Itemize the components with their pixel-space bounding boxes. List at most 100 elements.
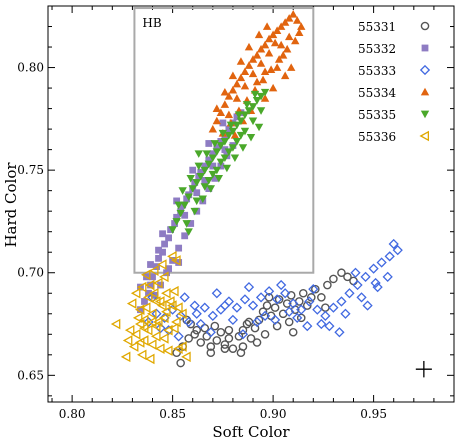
data-point-55332	[165, 234, 172, 242]
data-point-55335	[184, 193, 193, 202]
data-point-55336	[110, 318, 121, 330]
data-point-55333	[388, 238, 399, 250]
plot-area	[47, 5, 455, 403]
legend-label: 55333	[358, 64, 396, 78]
data-point-55333	[304, 296, 315, 307]
data-point-55335	[168, 226, 177, 234]
data-point-55335	[254, 123, 264, 132]
data-point-55332	[205, 140, 213, 147]
x-axis-label: Soft Color	[212, 423, 290, 441]
data-point-55331	[262, 301, 272, 310]
data-point-55335	[200, 166, 209, 175]
data-point-55334	[224, 92, 234, 100]
data-point-55332	[141, 298, 148, 305]
data-point-55333	[360, 271, 371, 282]
data-point-55336	[161, 287, 171, 299]
y-tick-label: 0.75	[17, 163, 44, 177]
data-point-55333	[189, 300, 200, 311]
data-point-55335	[234, 111, 244, 119]
data-point-55332	[213, 144, 221, 151]
data-point-55332	[217, 138, 225, 145]
data-point-55336	[136, 281, 147, 293]
x-tick-label: 0.85	[159, 407, 186, 421]
data-point-55334	[236, 57, 246, 65]
data-point-55334	[212, 104, 222, 112]
data-point-55333	[368, 263, 379, 274]
x-tick-label: 0.90	[260, 407, 287, 421]
data-point-55331	[311, 284, 320, 294]
data-point-55336	[146, 339, 157, 350]
hb-box: HB	[133, 7, 315, 274]
data-point-55331	[224, 334, 234, 343]
y-axis-label: Hard Color	[2, 162, 20, 248]
data-point-55334	[272, 26, 282, 34]
data-point-55335	[216, 142, 226, 150]
data-point-55335	[228, 144, 238, 152]
data-point-55331	[244, 317, 254, 327]
data-point-55332	[209, 150, 217, 158]
data-point-55336	[120, 351, 131, 363]
data-point-55335	[220, 154, 230, 163]
data-point-55335	[232, 121, 242, 130]
legend: 55331 55332 55333 55334 55335 55336	[358, 20, 431, 144]
data-point-55334	[228, 85, 238, 94]
data-point-55331	[228, 344, 238, 353]
data-point-55333	[384, 251, 395, 262]
data-point-55334	[284, 14, 294, 22]
legend-marker	[420, 110, 430, 119]
data-point-55333	[324, 320, 335, 332]
legend-label: 55336	[358, 130, 396, 144]
data-point-55333	[255, 292, 267, 303]
y-tick-label: 0.65	[17, 368, 44, 382]
data-point-55334	[248, 69, 258, 78]
data-point-55334	[220, 100, 230, 108]
data-point-55333	[370, 277, 381, 289]
data-point-55331	[284, 317, 294, 327]
data-point-55332	[201, 162, 209, 170]
data-point-55332	[219, 119, 227, 127]
data-point-55336	[148, 287, 159, 299]
data-point-55333	[284, 306, 295, 317]
data-point-55335	[252, 97, 262, 105]
data-point-55334	[297, 22, 306, 30]
data-point-55334	[286, 63, 296, 71]
data-point-55332	[145, 289, 152, 297]
data-point-55332	[165, 265, 172, 273]
data-point-55335	[222, 164, 232, 173]
data-point-55332	[181, 211, 189, 219]
data-point-55334	[252, 77, 262, 86]
data-point-55333	[231, 302, 243, 313]
data-point-55331	[224, 325, 234, 335]
data-point-55333	[340, 308, 351, 319]
data-point-55336	[138, 322, 149, 334]
data-point-55335	[208, 170, 218, 179]
data-point-55335	[246, 133, 256, 142]
data-point-55331	[343, 272, 352, 282]
data-point-55333	[312, 304, 323, 315]
data-point-55333	[195, 318, 206, 330]
data-point-55332	[171, 220, 179, 227]
data-point-55335	[200, 183, 209, 191]
data-point-55333	[350, 267, 361, 278]
data-point-55333	[183, 316, 194, 328]
data-point-55333	[344, 288, 355, 299]
data-point-55334	[280, 71, 290, 80]
data-point-55334	[244, 42, 254, 51]
data-point-55332	[155, 246, 162, 254]
data-point-55334	[264, 48, 274, 57]
data-point-55336	[167, 300, 177, 311]
data-point-55336	[134, 318, 145, 330]
data-point-55334	[208, 124, 218, 133]
data-point-55335	[256, 92, 266, 101]
data-point-55331	[258, 307, 268, 317]
data-point-55335	[194, 150, 203, 158]
data-point-55336	[130, 287, 141, 299]
data-point-55335	[204, 177, 213, 185]
data-point-55335	[210, 140, 220, 148]
data-point-55334	[270, 38, 280, 47]
data-point-55336	[144, 353, 155, 365]
legend-label: 55332	[358, 42, 396, 56]
data-point-55336	[150, 296, 161, 307]
data-point-55332	[197, 168, 205, 176]
data-point-55335	[188, 185, 197, 193]
